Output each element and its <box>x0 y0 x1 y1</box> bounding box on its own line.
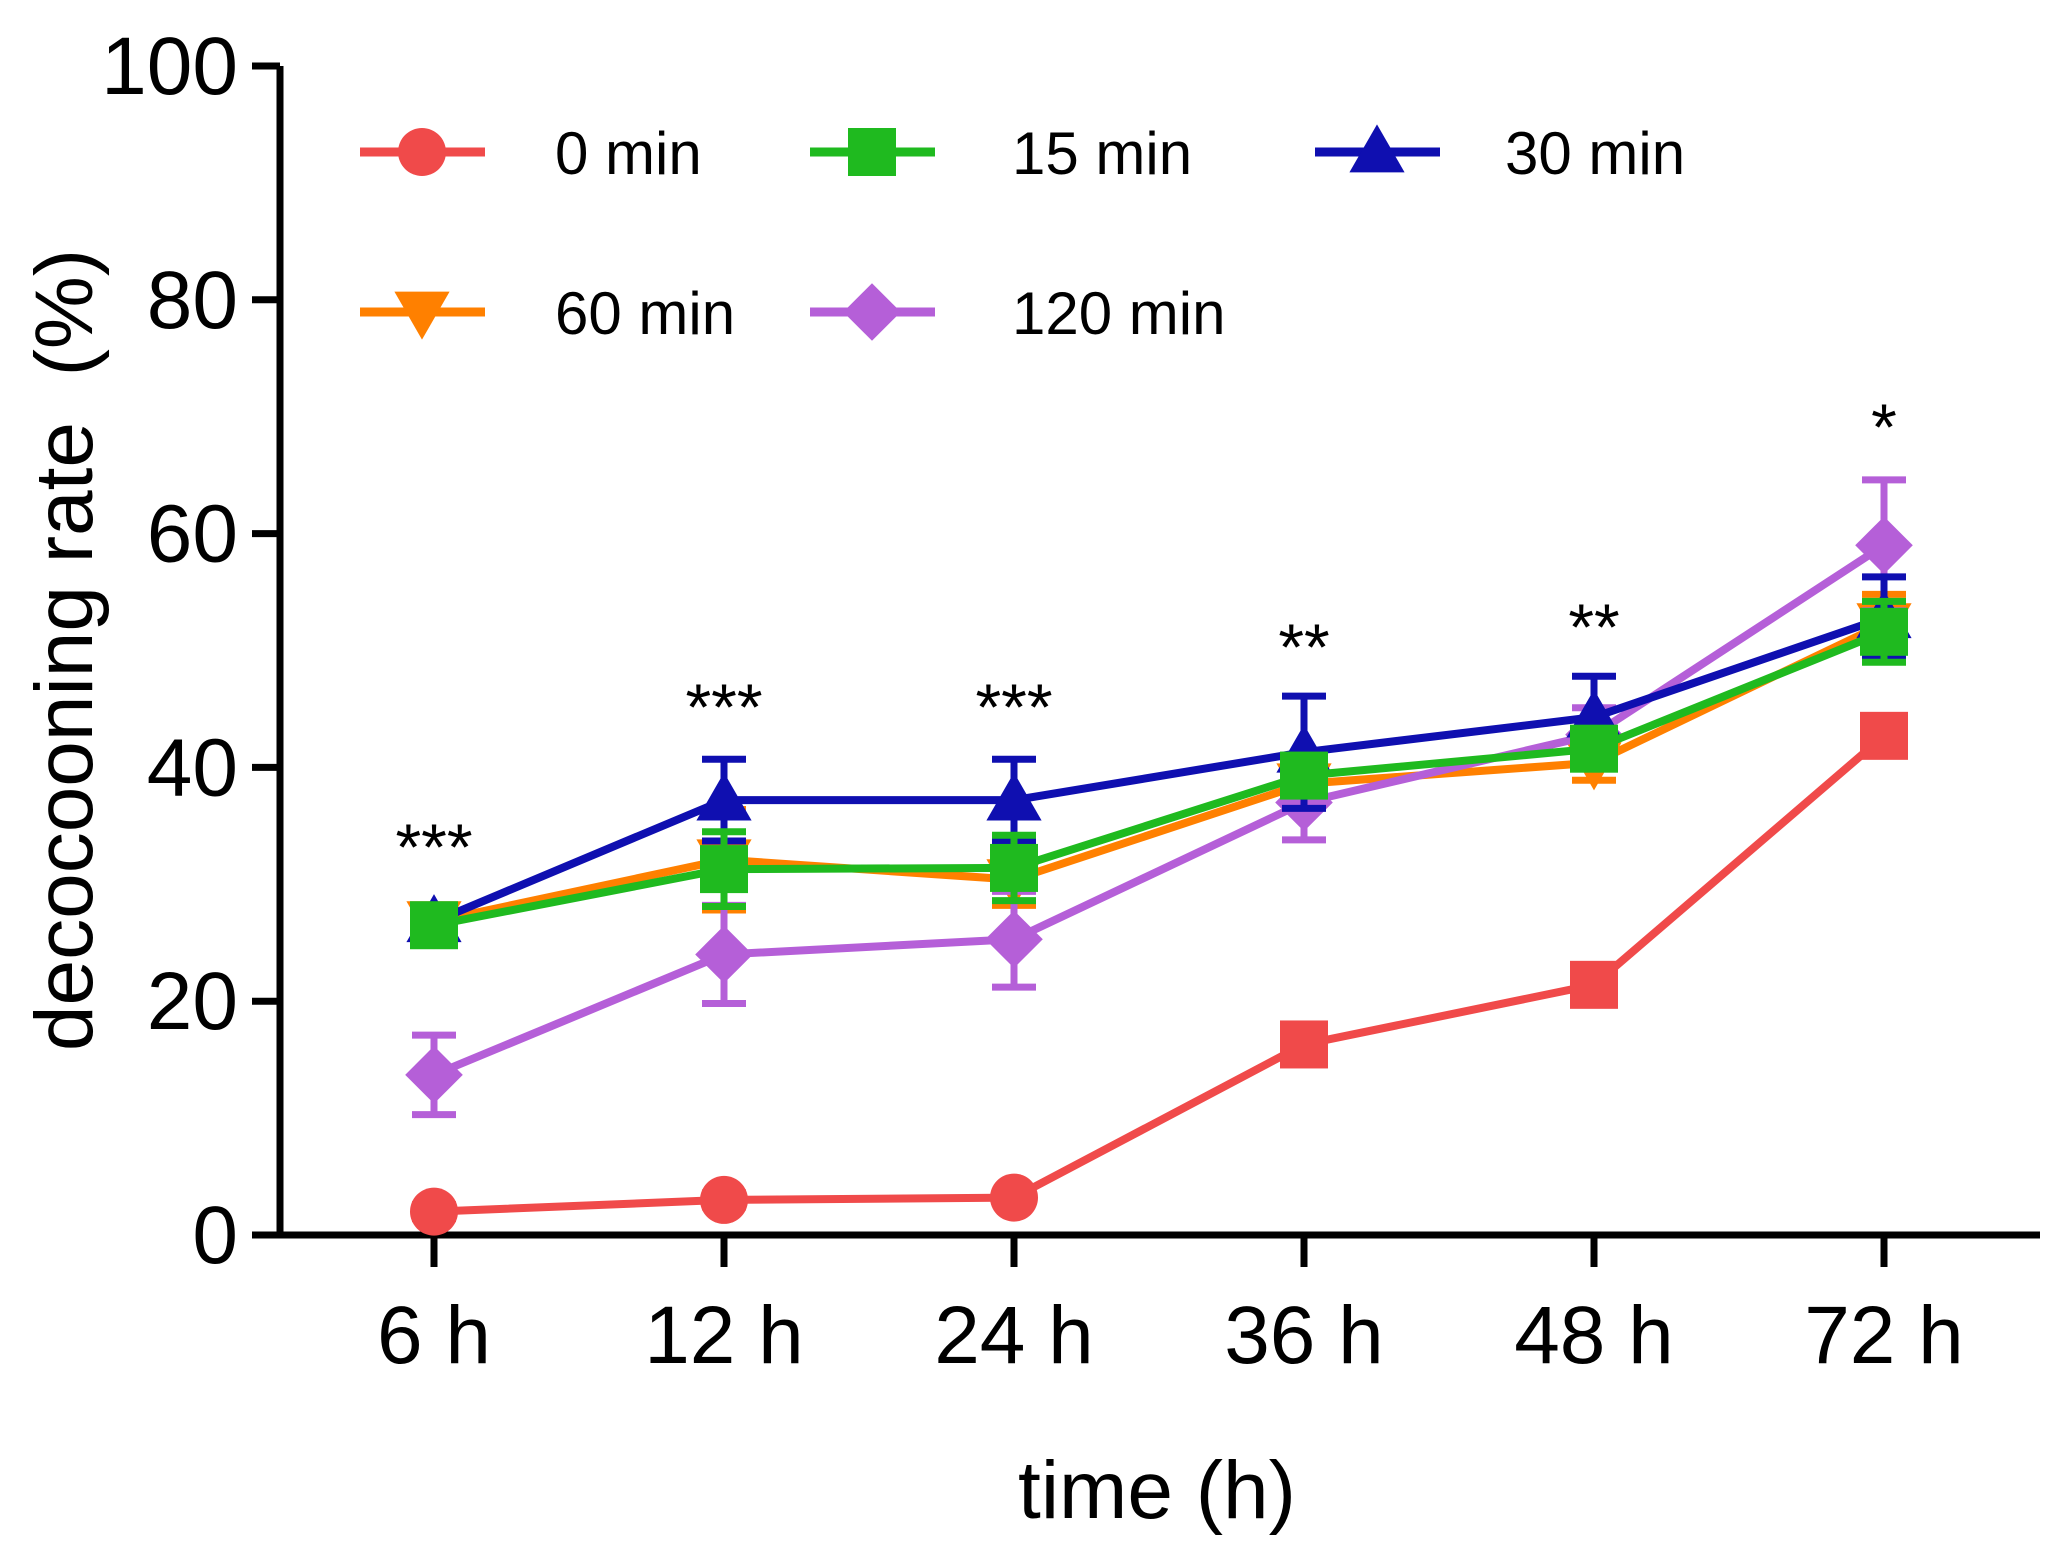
data-point <box>1855 516 1913 575</box>
significance-marker: *** <box>395 810 472 884</box>
legend-label: 15 min <box>1012 120 1192 187</box>
data-point <box>700 845 748 894</box>
significance-marker: ** <box>1278 610 1329 684</box>
legend-marker <box>398 128 446 176</box>
data-point <box>990 1173 1038 1222</box>
data-point <box>1570 724 1618 773</box>
y-axis-ticks: 0 20 40 60 80 100 <box>101 21 280 1281</box>
significance-annotations: ****** ***** *** <box>395 390 1896 884</box>
legend-label: 30 min <box>1505 120 1685 187</box>
series-0-min <box>410 711 1908 1236</box>
series-60-min <box>406 590 1912 950</box>
y-tick-label: 60 <box>147 489 238 580</box>
series-line <box>433 732 1887 1216</box>
legend-marker <box>1349 124 1405 173</box>
legend-marker <box>848 128 896 176</box>
x-axis-title: time (h) <box>1018 1445 1296 1536</box>
series-layer <box>405 476 1913 1236</box>
legend-marker <box>394 291 450 340</box>
legend-item-60-min: 60 min <box>360 280 735 347</box>
significance-marker: *** <box>975 670 1052 744</box>
data-point <box>410 901 458 950</box>
data-point <box>696 772 752 821</box>
data-point <box>1860 607 1908 656</box>
data-point <box>985 910 1043 969</box>
x-tick-label: 6 h <box>377 1290 491 1381</box>
data-point <box>410 1187 458 1236</box>
y-tick-label: 0 <box>192 1190 238 1281</box>
data-point <box>1570 960 1618 1009</box>
series-15-min <box>410 597 1908 950</box>
series-line <box>432 613 1886 926</box>
y-tick-label: 40 <box>147 722 238 813</box>
series-120-min <box>405 476 1913 1119</box>
legend-item-120-min: 120 min <box>810 280 1225 347</box>
x-tick-label: 36 h <box>1224 1290 1384 1381</box>
axes <box>276 66 2040 1239</box>
data-point <box>1860 711 1908 760</box>
data-point <box>990 843 1038 892</box>
x-tick-label: 24 h <box>934 1290 1094 1381</box>
legend-item-15-min: 15 min <box>810 120 1192 187</box>
significance-marker: ** <box>1568 590 1619 664</box>
legend-label: 60 min <box>555 280 735 347</box>
series-line <box>433 628 1886 930</box>
y-tick-label: 80 <box>147 255 238 346</box>
series-line <box>432 541 1887 1079</box>
x-tick-label: 48 h <box>1514 1290 1674 1381</box>
series-line <box>433 620 1886 926</box>
data-point <box>700 1175 748 1224</box>
legend-label: 120 min <box>1012 280 1225 347</box>
legend-marker <box>843 283 901 341</box>
data-point <box>695 925 753 984</box>
y-axis-title: decocooning rate (%) <box>19 249 110 1051</box>
significance-marker: *** <box>685 670 762 744</box>
data-point <box>1280 751 1328 800</box>
data-point <box>405 1046 463 1104</box>
x-tick-label: 72 h <box>1804 1290 1964 1381</box>
data-point <box>986 772 1042 821</box>
legend-item-0-min: 0 min <box>360 120 702 187</box>
significance-marker: * <box>1871 390 1897 464</box>
legend-label: 0 min <box>555 120 702 187</box>
y-tick-label: 100 <box>101 21 238 112</box>
y-tick-label: 20 <box>147 956 238 1047</box>
x-axis-ticks: 6 h 12 h 24 h 36 h 48 h 72 h <box>377 1235 1964 1381</box>
data-point <box>1280 1020 1328 1069</box>
legend-item-30-min: 30 min <box>1315 120 1685 187</box>
legend: 0 min 15 min 30 min 60 min 120 min <box>360 120 1685 347</box>
x-tick-label: 12 h <box>644 1290 804 1381</box>
